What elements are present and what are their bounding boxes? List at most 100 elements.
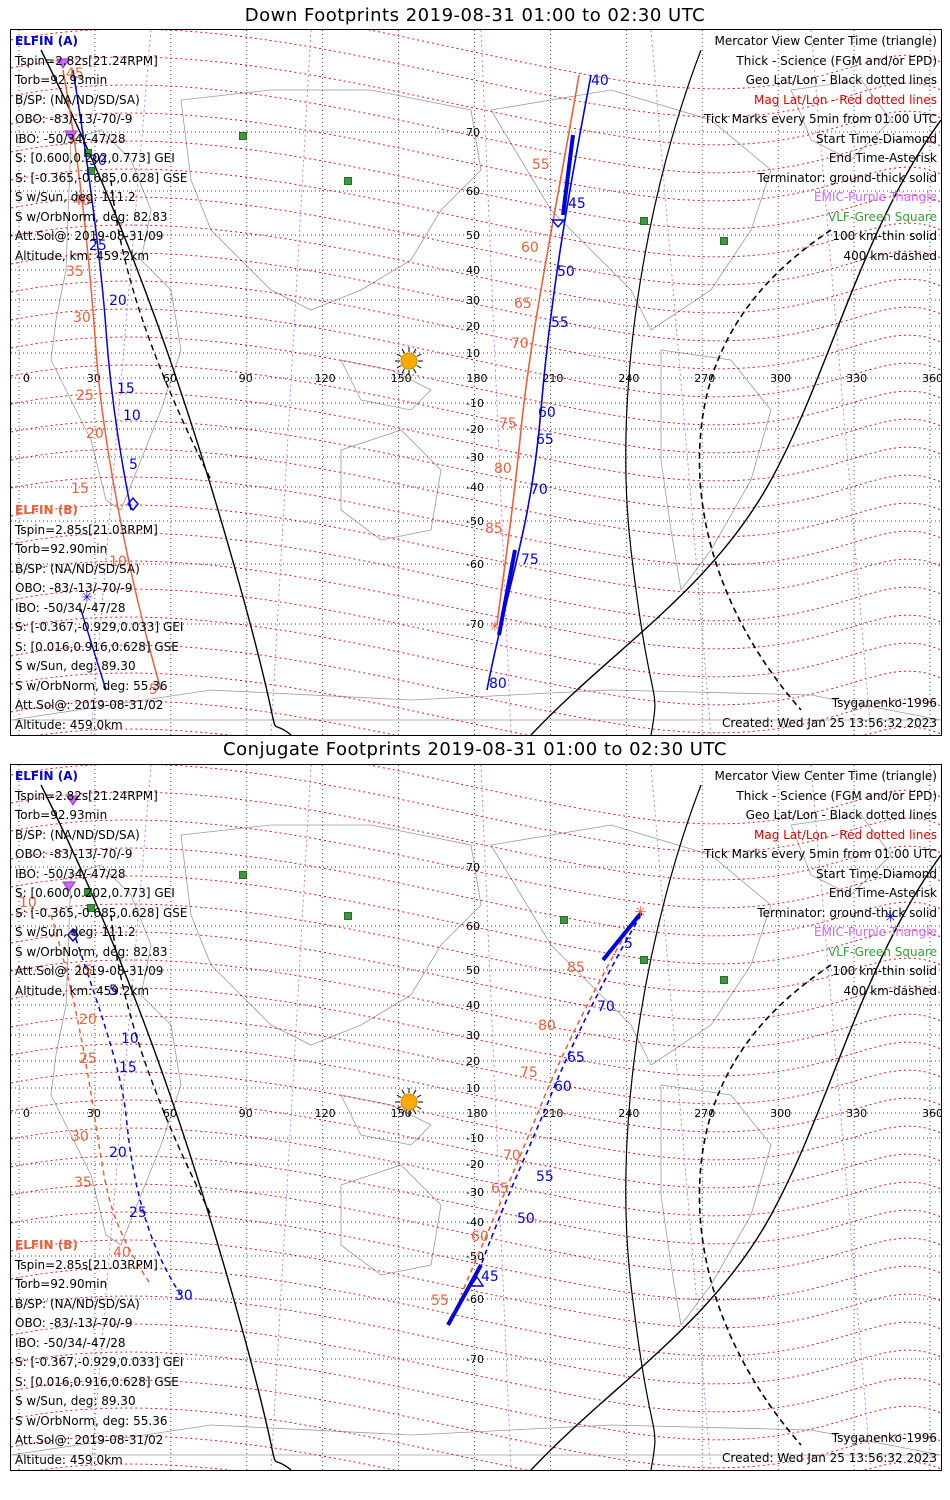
sun-ray <box>413 368 417 374</box>
elfin-b-time-label: 65 <box>491 1181 509 1197</box>
elfin-a-time-label: 5 <box>624 936 633 952</box>
elfin-b-time-label: 20 <box>86 426 104 442</box>
center-time-triangle-icon <box>469 1275 485 1287</box>
lon-tick-label: 360 <box>922 1107 941 1120</box>
continent-outline <box>50 129 182 511</box>
legend-item: Mag Lat/Lon - Red dotted lines <box>753 827 937 842</box>
coastlines <box>11 79 941 721</box>
mag-parallel <box>11 765 941 853</box>
continent-outline <box>340 1164 442 1276</box>
sun-ray <box>416 365 422 369</box>
mag-parallel <box>11 252 941 342</box>
legend: Mercator View Center Time (triangle) Thic… <box>704 767 937 1001</box>
panel1-title: Down Footprints 2019-08-31 01:00 to 02:3… <box>244 5 706 26</box>
elfin-b-time-label: 20 <box>79 1012 97 1028</box>
elfin-a-header: ELFIN (A) <box>15 769 78 783</box>
mag-parallel <box>367 765 941 825</box>
vlf-square-icon <box>560 916 568 924</box>
sun-disc <box>400 352 418 370</box>
elfin-a-time-label: 75 <box>521 552 539 568</box>
created-label: Created: Wed Jan 25 13:56:32 2023 <box>722 716 937 730</box>
end-time-asterisk-icon: ✳ <box>884 908 897 926</box>
elfin-a-science-segment <box>601 911 643 962</box>
sun-ray <box>416 353 422 357</box>
sun-ray <box>396 353 402 357</box>
vlf-square-icon <box>344 912 352 920</box>
continent-outline <box>180 89 482 311</box>
lat-tick-label: -20 <box>466 423 484 436</box>
legend-item: Mag Lat/Lon - Red dotted lines <box>753 92 937 107</box>
elfin-b-time-label: 10 <box>19 895 37 911</box>
lat-tick-label: -50 <box>466 515 484 528</box>
lon-tick-label: 30 <box>87 372 101 385</box>
elfin-b-time-label: 55 <box>431 1293 449 1309</box>
elfin-b-line: S: [-0.367,-0.929,0.033] GEI <box>15 620 184 634</box>
mag-parallel <box>11 959 941 1049</box>
down-footprints-map: 0 30 60 90 120 150 180 210 240 270 300 330 360 70 60 50… <box>10 29 942 736</box>
continent-outline <box>340 1094 432 1146</box>
mag-parallel <box>11 392 941 482</box>
elfin-b-line: OBO: -83/-13/-70/-9 <box>15 1316 133 1330</box>
vlf-square-icon <box>720 237 728 245</box>
mag-parallel <box>11 1379 941 1469</box>
elfin-a-time-label: 30 <box>175 1288 193 1304</box>
lon-tick-label: 90 <box>239 1107 253 1120</box>
elfin-b-line: Tspin=2.85s[21.03RPM] <box>15 522 158 537</box>
elfin-b-line: S w/Sun, deg: 89.30 <box>15 1394 136 1408</box>
map-canvas: 0 30 60 90 120 150 180 210 240 270 300 330 360706050… <box>11 30 941 735</box>
elfin-a-time-label: 55 <box>536 1169 554 1185</box>
sun-ray <box>396 1094 402 1098</box>
elfin-a-time-label: 15 <box>117 381 135 397</box>
legend-item: Tick Marks every 5min from 01:00 UTC <box>703 847 937 861</box>
elfin-a-time-label: 10 <box>121 1031 139 1047</box>
lon-tick-label: 120 <box>315 1107 336 1120</box>
elfin-b-line: Tspin=2.85s[21.03RPM] <box>15 1257 158 1272</box>
elfin-a-line: S w/Sun, deg: 111.2 <box>15 190 136 204</box>
mag-parallel <box>11 875 941 965</box>
elfin-a-line: Torb=92.93min <box>15 73 108 87</box>
mag-parallel <box>367 30 941 90</box>
elfin-b-line: S w/OrbNorm, deg: 55.36 <box>15 678 168 693</box>
sun-disc <box>400 1093 418 1111</box>
lat-tick-label: -70 <box>466 1353 484 1366</box>
lon-tick-label: 210 <box>542 1107 563 1120</box>
elfin-b-time-label: 5 <box>149 682 158 698</box>
elfin-a-info: ELFIN (A) Tspin=2.82s[21.24RPM] Torb=92.… <box>15 32 188 266</box>
elfin-b-time-label: 85 <box>567 960 585 976</box>
elfin-b-time-label: 35 <box>74 1175 92 1191</box>
elfin-a-line: OBO: -83/-13/-70/-9 <box>15 847 133 861</box>
mag-parallel <box>11 168 941 258</box>
lat-tick-label: 70 <box>466 861 480 874</box>
elfin-b-time-label: 30 <box>73 310 91 326</box>
lat-tick-label: -30 <box>466 451 484 464</box>
mag-parallel <box>11 560 941 650</box>
vlf-square-icon <box>640 956 648 964</box>
lat-tick-label: 30 <box>466 1029 480 1042</box>
lon-tick-label: 360 <box>922 372 941 385</box>
elfin-a-line: S: [0.600,0.202,0.773] GEI <box>15 151 175 165</box>
legend-item: 100 km-thin solid <box>832 964 937 978</box>
terminator-ground-west <box>40 784 292 1470</box>
end-time-asterisk-icon: ✳ <box>634 903 647 921</box>
lon-tick-label: 180 <box>467 372 488 385</box>
center-time-triangle-icon <box>550 219 566 229</box>
lat-tick-label: 10 <box>466 347 480 360</box>
mag-parallel <box>11 476 941 566</box>
mag-parallel <box>11 1155 941 1245</box>
elfin-a-science-segment <box>497 549 517 636</box>
mag-parallel <box>11 308 941 398</box>
elfin-a-time-label: 65 <box>536 432 554 448</box>
elfin-b-line: S w/Sun, deg: 89.30 <box>15 659 136 673</box>
mag-parallel <box>11 1099 941 1189</box>
legend-item: 100 km-thin solid <box>832 229 937 243</box>
elfin-b-line: Torb=92.90min <box>15 542 108 556</box>
legend: Mercator View Center Time (triangle) Thic… <box>704 32 937 266</box>
sun-ray <box>401 348 405 354</box>
lat-tick-label: 50 <box>466 964 480 977</box>
lat-tick-label: -60 <box>466 558 484 571</box>
elfin-b-time-label: 80 <box>538 1018 556 1034</box>
elfin-b-line: IBO: -50/34/-47/28 <box>15 1335 126 1350</box>
elfin-b-time-label: 10 <box>109 554 127 570</box>
sun-ray <box>396 365 402 369</box>
elfin-b-time-label: 15 <box>75 963 93 979</box>
